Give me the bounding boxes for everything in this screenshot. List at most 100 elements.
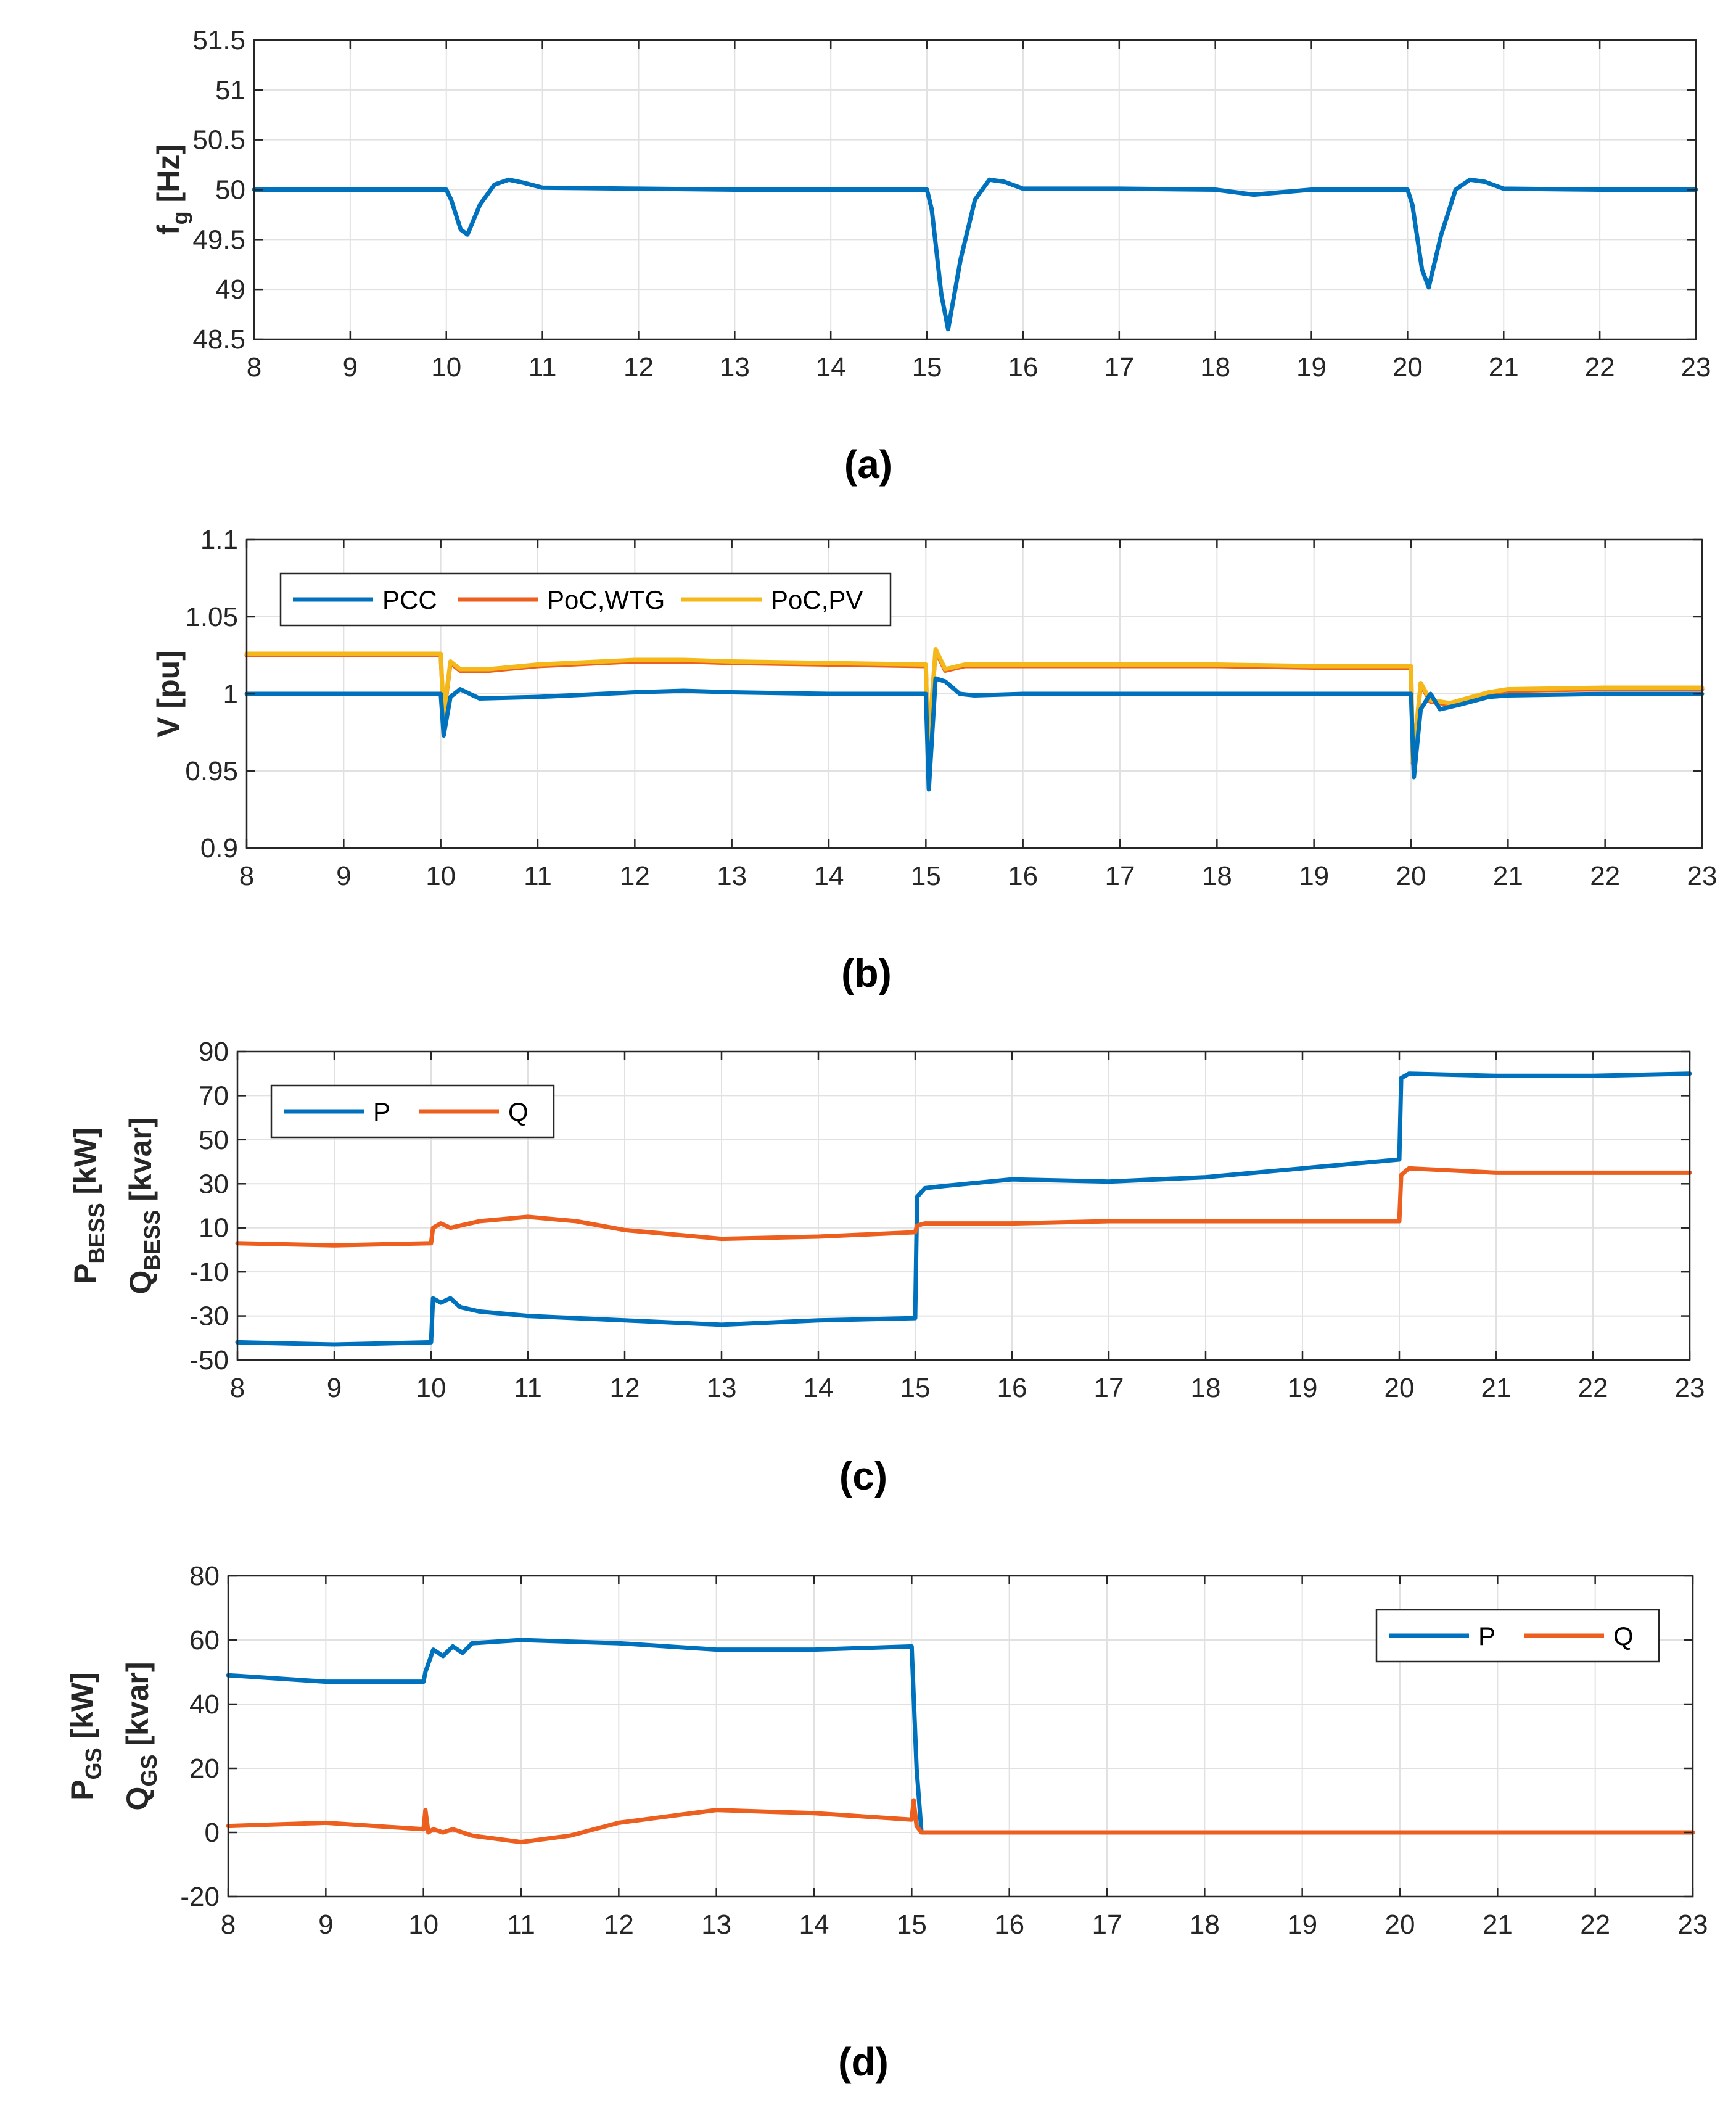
x-tick-label: 23 xyxy=(1678,1910,1708,1940)
x-tick-label: 8 xyxy=(230,1373,245,1403)
x-tick-label: 17 xyxy=(1104,352,1134,382)
series-line-p xyxy=(226,1638,1695,1835)
x-tick-label: 18 xyxy=(1202,861,1232,891)
x-tick-label: 17 xyxy=(1105,861,1135,891)
x-tick-label: 11 xyxy=(514,1373,542,1403)
y-tick-label: 50 xyxy=(199,1125,229,1155)
y-tick-label: 51 xyxy=(215,75,245,105)
y-tick-label: -20 xyxy=(180,1882,220,1912)
y-tick-label: 70 xyxy=(199,1081,229,1111)
y-axis-label-2-sub: BESS xyxy=(139,1210,165,1271)
x-tick-label: 20 xyxy=(1385,1910,1415,1940)
y-axis-label-main: f xyxy=(151,225,186,235)
y-axis-label-2-main: Q xyxy=(123,1271,158,1295)
y-axis-label-main: P xyxy=(65,1779,99,1800)
x-tick-label: 9 xyxy=(336,861,351,891)
x-tick-label: 19 xyxy=(1288,1373,1318,1403)
y-tick-label: 20 xyxy=(189,1753,220,1784)
x-tick-label: 10 xyxy=(408,1910,438,1940)
panel-c: 8 9 10 11 12 13 14 15 16 17 18 19 20 21 22 23 -50 -30 -10 1… xyxy=(68,1037,1705,1498)
y-tick-label: 51.5 xyxy=(192,25,245,56)
y-tick-label: -50 xyxy=(189,1345,229,1375)
y-axis-label-2-sub: GS xyxy=(136,1755,162,1787)
y-axis-label-unit: [Hz] xyxy=(151,144,186,211)
x-tick-label: 15 xyxy=(900,1373,931,1403)
y-axis-label-2-unit: [kvar] xyxy=(123,1117,158,1209)
x-tick-label: 12 xyxy=(623,352,654,382)
x-tick-label: 22 xyxy=(1578,1373,1608,1403)
x-tick-label: 16 xyxy=(1008,352,1038,382)
x-tick-label: 22 xyxy=(1590,861,1620,891)
legend: PCC PoC,WTG PoC,PV xyxy=(279,572,892,627)
legend-label: Q xyxy=(508,1097,529,1126)
y-tick-label: 48.5 xyxy=(192,324,245,355)
y-tick-label: 60 xyxy=(189,1625,220,1655)
y-axis-label-main: V [pu] xyxy=(151,650,186,738)
y-tick-label: 49 xyxy=(215,274,245,305)
x-tick-label: 21 xyxy=(1493,861,1523,891)
x-tick-label: 17 xyxy=(1092,1910,1122,1940)
y-axis-label-2-unit: [kvar] xyxy=(120,1662,155,1755)
panel-caption: (a) xyxy=(844,442,892,487)
y-axis-label-2-main: Q xyxy=(120,1787,155,1811)
x-tick-label: 12 xyxy=(610,1373,640,1403)
x-tick-label: 22 xyxy=(1580,1910,1610,1940)
legend-label: PCC xyxy=(382,585,437,614)
x-tick-label: 9 xyxy=(343,352,358,382)
y-axis-label-unit: [kW] xyxy=(65,1672,99,1747)
panel-a: 8 9 10 11 12 13 14 15 16 17 18 19 20 21 22 23 48.5 49 49.5… xyxy=(151,25,1711,487)
y-tick-label: 49.5 xyxy=(192,225,245,255)
y-tick-label: 40 xyxy=(189,1689,220,1720)
x-tick-label: 16 xyxy=(997,1373,1027,1403)
x-tick-label: 13 xyxy=(701,1910,731,1940)
legend-label: P xyxy=(1478,1621,1495,1650)
panel-caption: (c) xyxy=(839,1454,887,1498)
y-tick-label: 0.9 xyxy=(200,833,238,863)
y-axis-label-unit: [kW] xyxy=(68,1127,102,1203)
y-tick-label: -30 xyxy=(189,1301,229,1332)
x-tick-label: 18 xyxy=(1190,1910,1220,1940)
legend-label: PoC,PV xyxy=(771,585,863,614)
x-tick-label: 10 xyxy=(416,1373,446,1403)
x-tick-label: 19 xyxy=(1287,1910,1317,1940)
x-tick-label: 18 xyxy=(1191,1373,1221,1403)
y-tick-label: 0 xyxy=(205,1818,220,1848)
y-axis-label: fg [Hz] xyxy=(151,144,192,235)
panel-b: 8 9 10 11 12 13 14 15 16 17 18 19 20 21 22 23 0.9 0.95 1 1.… xyxy=(151,525,1717,995)
y-tick-label: -10 xyxy=(189,1257,229,1287)
x-tick-label: 19 xyxy=(1299,861,1329,891)
x-tick-label: 16 xyxy=(994,1910,1024,1940)
x-tick-label: 18 xyxy=(1200,352,1230,382)
axes-box xyxy=(236,1050,1691,1361)
x-tick-label: 14 xyxy=(799,1910,829,1940)
x-tick-label: 21 xyxy=(1481,1373,1512,1403)
panel-caption: (b) xyxy=(841,951,892,995)
y-axis-label: PGS [kW] xyxy=(65,1672,106,1800)
x-tick-label: 15 xyxy=(897,1910,927,1940)
x-tick-label: 20 xyxy=(1393,352,1423,382)
x-tick-label: 13 xyxy=(707,1373,737,1403)
x-tick-label: 13 xyxy=(720,352,750,382)
y-axis-label: PBESS [kW] xyxy=(68,1127,109,1284)
x-tick-label: 14 xyxy=(804,1373,834,1403)
x-tick-label: 23 xyxy=(1687,861,1717,891)
y-axis-label-main: P xyxy=(68,1263,102,1284)
x-tick-label: 23 xyxy=(1675,1373,1705,1403)
y-axis-label-2: QGS [kvar] xyxy=(120,1662,162,1811)
y-tick-label: 0.95 xyxy=(185,756,238,786)
legend-label: Q xyxy=(1613,1621,1634,1650)
x-tick-label: 14 xyxy=(816,352,846,382)
series-line-poc-pv xyxy=(244,647,1705,764)
x-tick-label: 11 xyxy=(507,1910,535,1940)
legend-label: PoC,WTG xyxy=(547,585,665,614)
y-tick-label: 80 xyxy=(189,1561,220,1591)
x-tick-label: 12 xyxy=(604,1910,634,1940)
series-line-p xyxy=(235,1071,1692,1347)
x-tick-label: 21 xyxy=(1483,1910,1513,1940)
x-tick-label: 19 xyxy=(1296,352,1327,382)
y-axis-label-sub: g xyxy=(167,211,192,225)
series-line-q xyxy=(226,1798,1695,1845)
x-tick-label: 11 xyxy=(524,861,552,891)
